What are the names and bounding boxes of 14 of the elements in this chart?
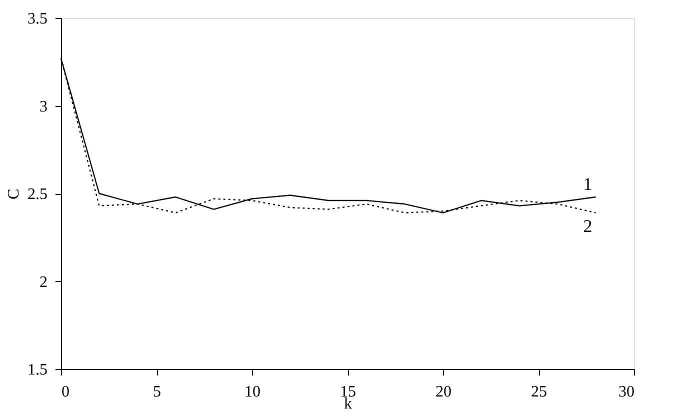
y-tick-label: 1.5 — [28, 362, 48, 378]
x-tick-label: 5 — [153, 384, 161, 400]
x-tick-label: 0 — [62, 384, 70, 400]
x-tick-label: 10 — [244, 384, 260, 400]
x-tick-label: 30 — [618, 384, 634, 400]
series-label: 1 — [583, 174, 592, 194]
series-label: 2 — [583, 216, 592, 236]
x-tick-label: 25 — [531, 384, 547, 400]
y-tick-label: 3 — [40, 98, 48, 116]
y-tick-label: 3.5 — [28, 10, 48, 28]
x-tick-label: 20 — [436, 384, 452, 400]
y-axis-title: C — [6, 188, 22, 200]
y-tick-label: 2.5 — [28, 186, 48, 203]
y-tick-label: 2 — [40, 274, 48, 291]
